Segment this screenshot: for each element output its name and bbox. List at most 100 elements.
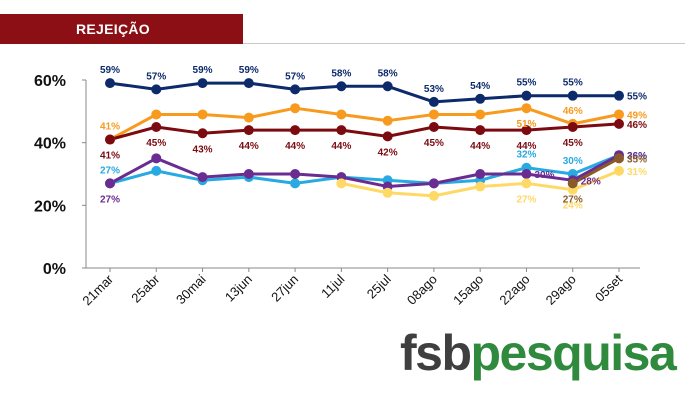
series-line-0 — [109, 81, 619, 104]
data-label-2: 44% — [285, 141, 305, 152]
data-point-2 — [614, 118, 624, 129]
data-point-6 — [614, 153, 624, 164]
data-point-1 — [521, 103, 532, 114]
x-tick-label: 25jul — [364, 271, 394, 301]
data-label-4: 28% — [581, 176, 601, 187]
data-point-0 — [243, 78, 254, 89]
data-label-2: 43% — [193, 144, 213, 155]
data-label-4: 30% — [534, 170, 554, 181]
x-tick-label: 25abr — [128, 271, 163, 306]
data-point-2 — [336, 125, 347, 136]
page-title: REJEIÇÃO — [76, 21, 150, 37]
data-label-0: 55% — [627, 92, 647, 103]
data-point-1 — [475, 109, 486, 120]
data-label-2: 44% — [470, 141, 490, 152]
y-tick-label: 0% — [43, 261, 66, 278]
data-label-0: 57% — [146, 71, 166, 82]
data-point-0 — [567, 90, 578, 101]
data-point-2 — [197, 128, 208, 139]
data-label-0: 59% — [193, 65, 213, 76]
data-point-4 — [428, 178, 439, 189]
x-tick-label: 21mar — [79, 271, 116, 308]
data-label-0: 59% — [100, 65, 120, 76]
data-point-1 — [382, 115, 393, 126]
data-point-6 — [567, 178, 578, 189]
data-label-2: 42% — [378, 147, 398, 158]
data-point-0 — [105, 78, 115, 89]
data-label-6: 35% — [627, 154, 647, 165]
title-bar: REJEIÇÃO — [0, 14, 243, 44]
data-label-1: 46% — [563, 106, 583, 117]
data-label-0: 55% — [563, 78, 583, 89]
x-tick-label: 08ago — [404, 272, 440, 308]
data-label-2: 45% — [146, 138, 166, 149]
series-line-1 — [109, 106, 620, 141]
data-label-5: 24% — [563, 201, 583, 212]
data-point-4 — [290, 169, 301, 179]
data-point-0 — [336, 81, 347, 92]
data-label-2: 44% — [516, 141, 536, 152]
x-tick-label: 30mai — [173, 271, 209, 307]
data-point-2 — [151, 122, 162, 132]
y-tick-label: 40% — [34, 136, 66, 153]
data-point-4 — [475, 169, 486, 179]
y-tick-label: 60% — [34, 73, 66, 90]
data-label-0: 53% — [424, 84, 444, 95]
data-point-5 — [475, 181, 486, 192]
data-point-4 — [105, 178, 115, 189]
data-point-0 — [475, 93, 486, 104]
data-point-1 — [614, 109, 624, 120]
data-point-5 — [336, 178, 347, 189]
data-label-0: 57% — [285, 71, 305, 82]
data-point-2 — [243, 125, 254, 136]
data-label-0: 58% — [331, 68, 351, 79]
data-point-2 — [428, 122, 439, 132]
y-tick-label: 20% — [34, 198, 66, 215]
logo-part-pesquisa: pesquisa — [470, 325, 677, 381]
data-point-5 — [428, 190, 439, 201]
data-point-4 — [151, 153, 162, 164]
series-line-3 — [109, 153, 620, 185]
series-line-2 — [109, 122, 620, 141]
data-label-3: 32% — [516, 150, 536, 161]
data-point-4 — [197, 172, 208, 183]
x-tick-label: 27jun — [268, 272, 301, 305]
data-label-2: 45% — [424, 138, 444, 149]
data-point-0 — [197, 78, 208, 89]
series-line-6 — [571, 156, 620, 185]
data-point-1 — [243, 112, 254, 123]
data-point-2 — [475, 125, 486, 136]
data-label-5: 31% — [627, 167, 647, 178]
data-label-2: 45% — [563, 138, 583, 149]
data-label-0: 59% — [239, 65, 259, 76]
x-tick-label: 11jul — [318, 271, 347, 300]
data-point-1 — [151, 109, 162, 120]
title-divider — [243, 43, 685, 44]
data-label-4: 27% — [100, 194, 120, 205]
x-tick-label: 22ago — [496, 272, 532, 308]
data-point-1 — [428, 109, 439, 120]
data-point-4 — [521, 169, 532, 179]
data-label-4: 36% — [627, 151, 647, 162]
data-label-3: 36% — [627, 151, 647, 162]
data-label-5: 27% — [516, 194, 536, 205]
data-point-3 — [290, 178, 301, 189]
data-point-0 — [521, 90, 532, 101]
data-label-2: 46% — [627, 120, 647, 131]
x-tick-label: 13jun — [222, 272, 255, 305]
data-point-0 — [290, 84, 301, 95]
data-point-0 — [382, 81, 393, 92]
data-point-2 — [567, 122, 578, 132]
data-label-2: 44% — [239, 141, 259, 152]
x-tick-label: 15ago — [450, 272, 486, 308]
data-point-0 — [614, 90, 624, 101]
data-point-1 — [290, 103, 301, 114]
data-label-2: 44% — [331, 141, 351, 152]
data-label-0: 58% — [378, 68, 398, 79]
data-point-2 — [521, 125, 532, 136]
data-label-3: 30% — [563, 156, 583, 167]
data-point-1 — [197, 109, 208, 120]
data-point-1 — [336, 109, 347, 120]
data-label-6: 27% — [563, 194, 583, 205]
